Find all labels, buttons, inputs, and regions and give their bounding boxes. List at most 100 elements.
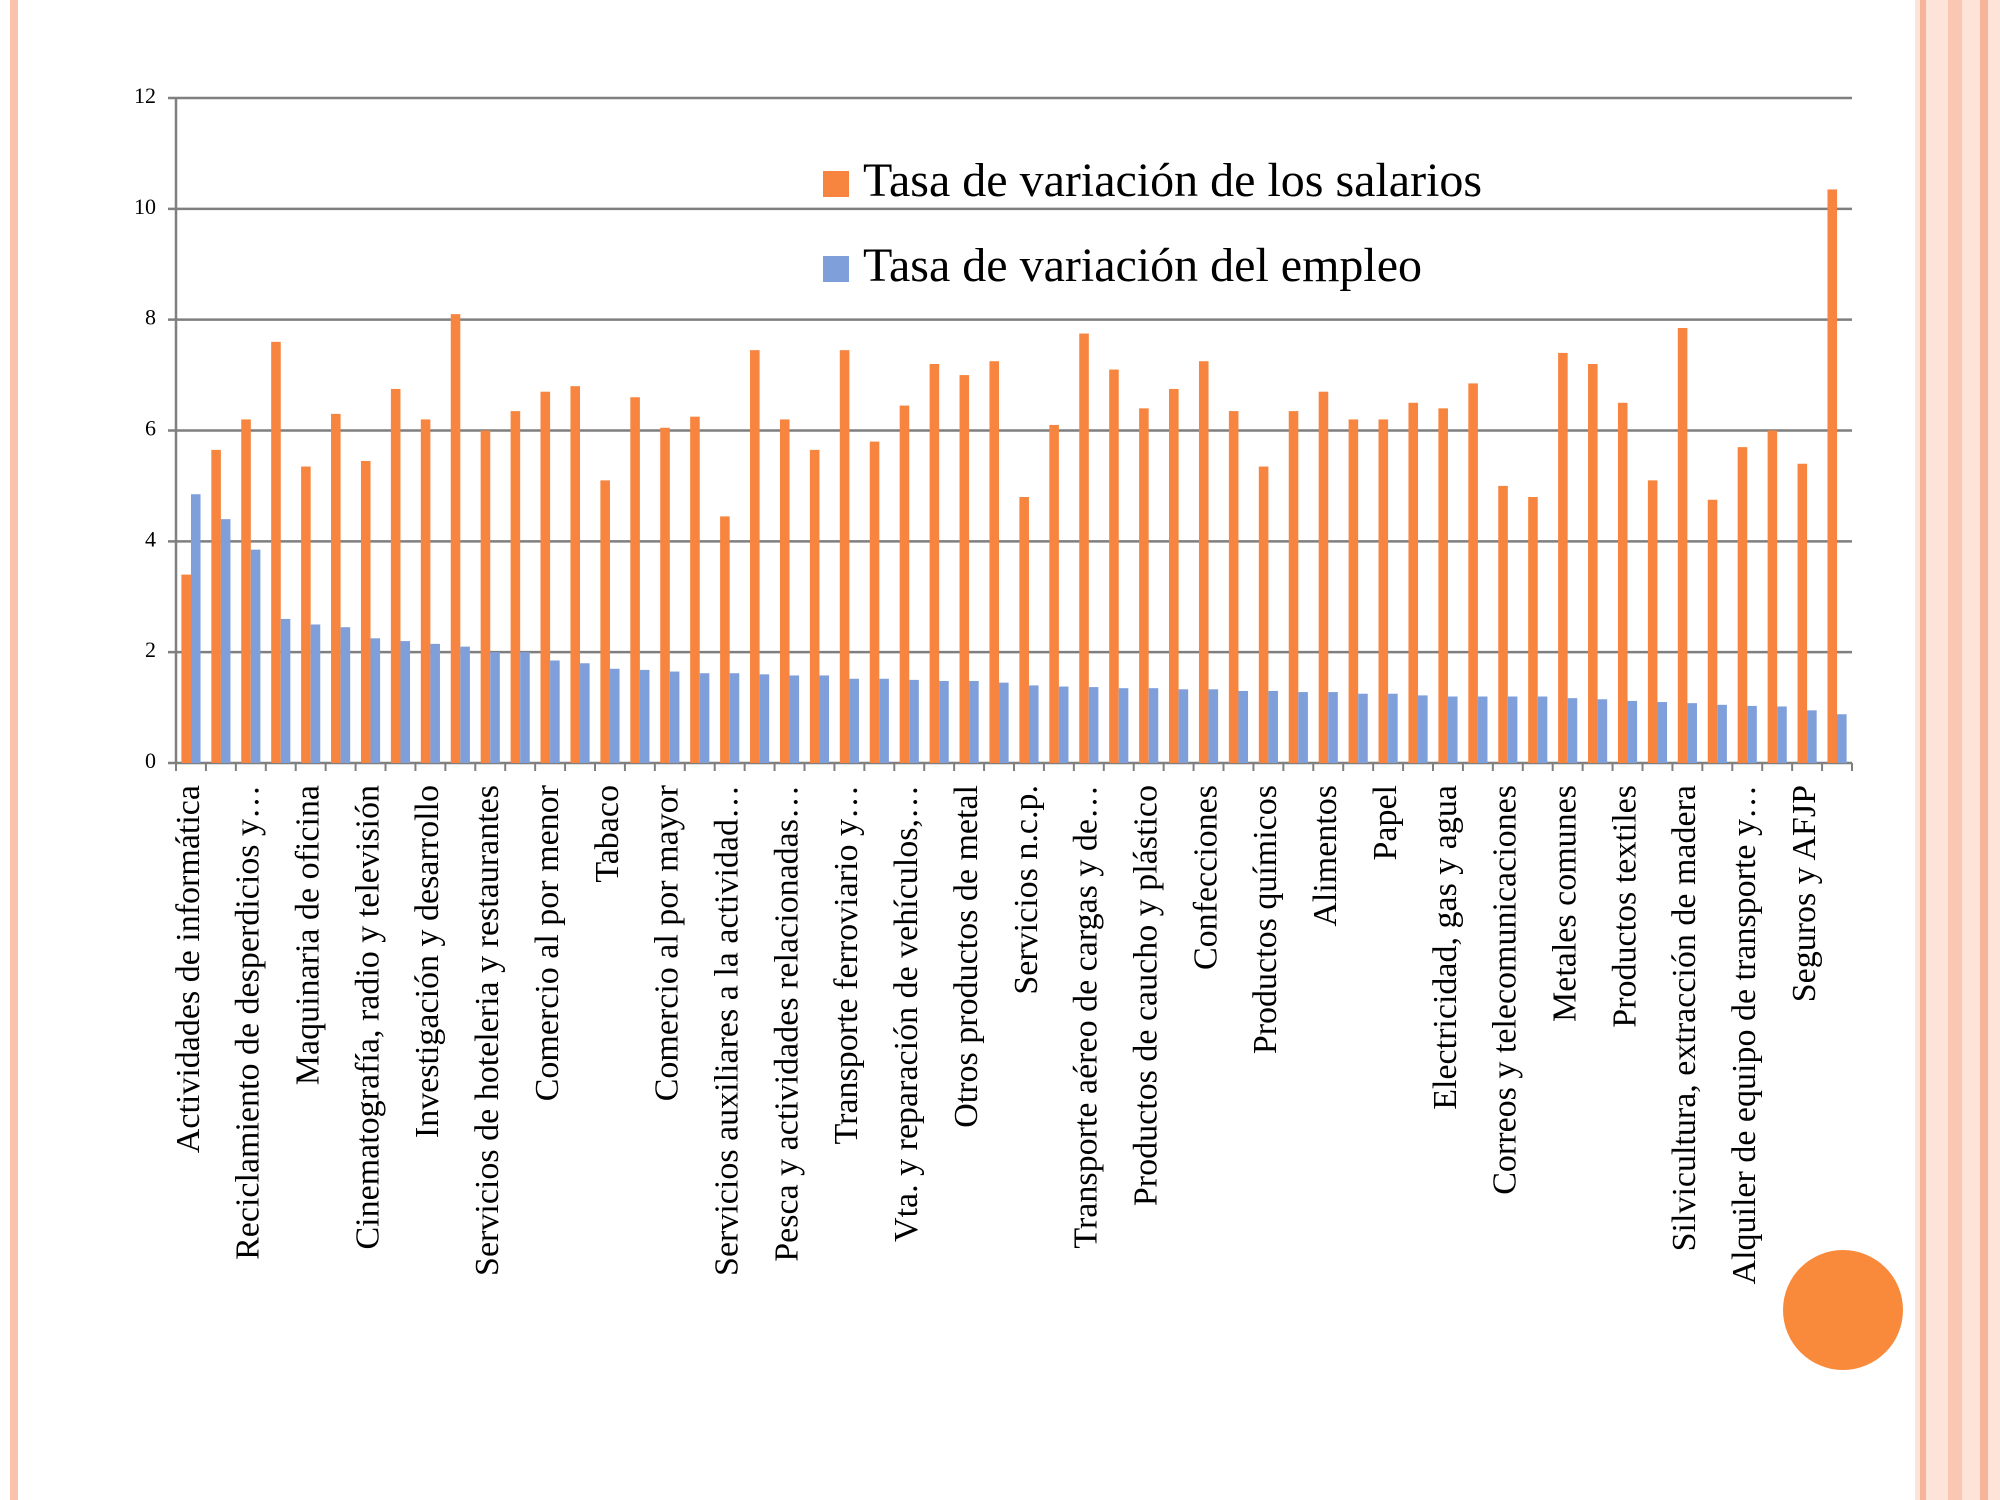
bar xyxy=(301,466,311,763)
y-tick-label: 10 xyxy=(134,194,156,219)
bar xyxy=(490,652,500,763)
x-tick-label: Productos químicos xyxy=(1247,785,1284,1054)
bar xyxy=(1358,693,1368,763)
bar xyxy=(1408,402,1419,763)
bar xyxy=(550,660,560,763)
x-tick-label: Comercio al por menor xyxy=(529,784,566,1101)
bar xyxy=(1378,419,1389,763)
x-tick-label: Seguros y AFJP xyxy=(1786,785,1823,1002)
x-tick-label: Tabaco xyxy=(589,785,626,883)
bar xyxy=(909,679,919,763)
y-tick-label: 4 xyxy=(145,526,156,551)
bar xyxy=(720,516,730,763)
x-tick-label: Cinematografía, radio y televisión xyxy=(349,785,386,1250)
bar xyxy=(1198,361,1209,763)
x-tick-label: Metales comunes xyxy=(1546,785,1583,1022)
bar xyxy=(420,419,431,763)
bar xyxy=(1528,497,1538,763)
bar xyxy=(999,682,1009,763)
bar xyxy=(390,388,401,763)
bar xyxy=(809,449,820,763)
right-stripe xyxy=(1920,0,1926,1500)
bar xyxy=(1268,690,1278,763)
bar xyxy=(1597,699,1608,763)
bar xyxy=(1477,696,1488,763)
bar xyxy=(1837,714,1847,763)
bar xyxy=(520,652,530,763)
bar xyxy=(1558,352,1568,763)
bar xyxy=(1647,480,1658,763)
legend-label: Tasa de variación de los salarios xyxy=(863,154,1482,207)
bar xyxy=(660,427,670,763)
bar xyxy=(360,460,371,763)
x-tick-label: Otros productos de metal xyxy=(948,785,985,1128)
bar xyxy=(1807,710,1817,763)
chart: 0 2 4 6 8 10 12 Actividades de informática Recic… xyxy=(134,83,1853,1284)
x-tick-label: Transporte ferroviario y… xyxy=(828,785,865,1144)
bar xyxy=(1617,402,1628,763)
bar xyxy=(1588,364,1598,763)
x-tick-label: Productos textiles xyxy=(1606,785,1643,1028)
bar xyxy=(869,441,880,763)
bar xyxy=(1797,463,1808,763)
bar xyxy=(1827,189,1838,763)
bar xyxy=(331,413,341,763)
bar xyxy=(1717,704,1727,763)
x-tick-label: Servicios n.c.p. xyxy=(1008,785,1045,995)
bar xyxy=(1019,497,1029,763)
x-tick-label: Alimentos xyxy=(1307,785,1344,927)
x-tick-label: Alquiler de equipo de transporte y… xyxy=(1726,785,1763,1284)
bar xyxy=(1208,689,1219,763)
bar xyxy=(1088,687,1099,763)
legend-swatch xyxy=(823,171,849,197)
x-tick-label: Vta. y reparación de vehículos,… xyxy=(888,785,925,1242)
bar xyxy=(1777,706,1787,763)
x-tick-label: Comercio al por mayor xyxy=(649,784,686,1101)
x-tick-label: Electricidad, gas y agua xyxy=(1427,785,1464,1110)
bar xyxy=(1438,408,1448,763)
bar xyxy=(1687,703,1697,763)
bar xyxy=(480,430,491,763)
bar xyxy=(211,449,221,763)
bar xyxy=(839,350,850,763)
y-tick-label: 2 xyxy=(145,637,156,662)
bar xyxy=(430,643,440,763)
x-tick-label: Servicios de hoteleria y restaurantes xyxy=(469,785,506,1276)
x-tick-label: Correos y telecomunicaciones xyxy=(1487,785,1524,1195)
bar xyxy=(450,314,461,763)
right-stripe xyxy=(1948,0,1962,1500)
bar xyxy=(1348,419,1359,763)
bar xyxy=(280,618,291,763)
bar xyxy=(1298,692,1308,763)
x-tick-label: Reciclamiento de desperdicios y… xyxy=(230,785,267,1260)
bar xyxy=(1447,696,1458,763)
bar xyxy=(1737,447,1748,763)
bar xyxy=(510,411,521,763)
bar xyxy=(181,574,191,763)
bar xyxy=(699,673,710,763)
bar xyxy=(1139,408,1149,763)
bar xyxy=(1567,698,1578,763)
bar xyxy=(1258,466,1269,763)
bar xyxy=(220,519,231,763)
bar xyxy=(400,641,411,763)
bar xyxy=(370,638,381,763)
bar xyxy=(580,663,590,763)
bar xyxy=(630,397,640,763)
bar xyxy=(1118,688,1129,763)
x-tick-label: Productos de caucho y plástico xyxy=(1127,785,1164,1206)
bar xyxy=(609,668,620,763)
bar xyxy=(759,674,770,763)
bar xyxy=(460,646,470,763)
y-tick-label: 6 xyxy=(145,416,156,441)
bar xyxy=(1318,391,1329,763)
bar xyxy=(1537,696,1548,763)
bar xyxy=(271,341,281,763)
bar xyxy=(600,480,610,763)
bar xyxy=(1468,383,1478,763)
bar xyxy=(969,680,979,763)
right-stripe xyxy=(1980,0,1988,1500)
y-tick-label: 12 xyxy=(134,83,156,108)
legend-swatch xyxy=(823,256,849,282)
bar xyxy=(849,678,859,763)
